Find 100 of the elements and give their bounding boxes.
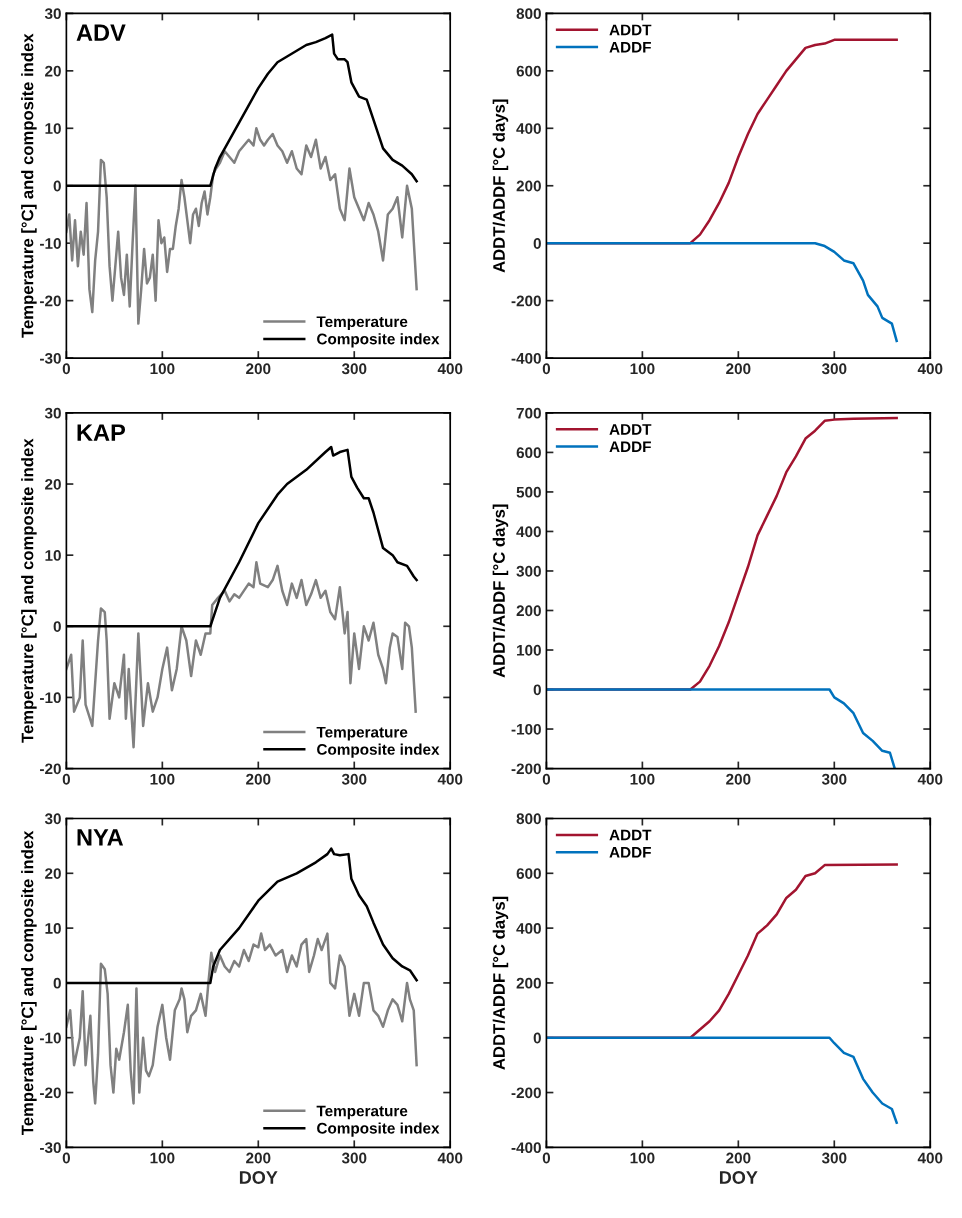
x-tick-label: 100 bbox=[150, 1152, 175, 1164]
x-tick-label: 0 bbox=[542, 1152, 551, 1164]
x-tick-label: 100 bbox=[630, 1152, 655, 1164]
x-axis-title: DOY bbox=[239, 1171, 278, 1184]
y-axis-title: Temperature [°C] and composite index bbox=[21, 438, 37, 743]
y-tick-label: -10 bbox=[40, 238, 61, 249]
y-tick-label: 20 bbox=[45, 65, 61, 77]
legend-label: ADDT bbox=[609, 24, 652, 36]
legend-label: Composite index bbox=[317, 333, 440, 348]
y-tick-label: -30 bbox=[40, 352, 61, 364]
y-tick-label: 200 bbox=[516, 605, 541, 617]
x-tick-label: 200 bbox=[246, 1152, 271, 1164]
x-tick-label: 200 bbox=[246, 773, 271, 785]
legend-label: Temperature bbox=[316, 1105, 408, 1120]
y-tick-label: 30 bbox=[44, 8, 61, 20]
x-tick-label: 300 bbox=[821, 1152, 847, 1164]
y-tick-label: 400 bbox=[516, 123, 541, 134]
y-tick-label: -400 bbox=[511, 1142, 541, 1154]
x-tick-label: 300 bbox=[341, 363, 367, 375]
x-tick-label: 0 bbox=[542, 773, 551, 785]
x-tick-label: 100 bbox=[630, 363, 655, 375]
x-tick-label: 400 bbox=[437, 1152, 463, 1164]
y-tick-label: -400 bbox=[511, 352, 541, 364]
y-tick-label: 20 bbox=[45, 868, 61, 879]
x-tick-label: 300 bbox=[341, 773, 367, 785]
x-tick-label: 0 bbox=[62, 773, 70, 785]
y-tick-label: -200 bbox=[511, 1087, 541, 1099]
chart-title: ADV bbox=[76, 24, 126, 41]
y-tick-label: 300 bbox=[516, 565, 541, 577]
legend-label: ADDF bbox=[609, 847, 651, 858]
x-tick-label: 300 bbox=[821, 363, 847, 375]
x-tick-label: 200 bbox=[726, 773, 751, 785]
y-tick-label: 0 bbox=[53, 621, 61, 632]
x-tick-label: 300 bbox=[821, 773, 847, 785]
y-tick-label: 0 bbox=[533, 684, 541, 696]
legend-label: ADDF bbox=[609, 41, 651, 53]
y-tick-label: 800 bbox=[516, 8, 541, 20]
legend-label: ADDF bbox=[609, 441, 651, 452]
y-tick-label: -200 bbox=[511, 295, 541, 307]
y-tick-label: 600 bbox=[516, 868, 541, 879]
x-tick-label: 0 bbox=[62, 1152, 70, 1164]
chart-title: NYA bbox=[77, 829, 124, 846]
legend-label: Composite index bbox=[317, 1122, 440, 1137]
x-tick-label: 400 bbox=[917, 1152, 943, 1164]
legend-label: ADDT bbox=[609, 424, 652, 435]
x-tick-label: 0 bbox=[542, 363, 551, 375]
y-tick-label: 0 bbox=[533, 238, 541, 249]
y-tick-label: 700 bbox=[516, 407, 541, 419]
y-tick-label: -20 bbox=[40, 763, 61, 775]
y-tick-label: 10 bbox=[45, 922, 61, 934]
y-tick-label: -10 bbox=[40, 692, 61, 704]
y-tick-label: 100 bbox=[517, 644, 541, 656]
chart-title: KAP bbox=[77, 424, 126, 441]
y-tick-label: -200 bbox=[511, 763, 541, 775]
legend-label: ADDT bbox=[609, 829, 652, 841]
x-tick-label: 200 bbox=[246, 363, 271, 375]
y-tick-label: 30 bbox=[44, 407, 61, 419]
y-tick-label: 600 bbox=[516, 447, 541, 459]
y-tick-label: -30 bbox=[40, 1142, 61, 1154]
y-tick-label: 0 bbox=[533, 1032, 541, 1044]
x-tick-label: 100 bbox=[150, 773, 175, 785]
x-tick-label: 100 bbox=[150, 363, 175, 375]
x-tick-label: 0 bbox=[62, 363, 70, 375]
y-tick-label: 0 bbox=[53, 977, 61, 989]
y-axis-title: Temperature [°C] and composite index bbox=[21, 33, 37, 338]
x-tick-label: 400 bbox=[437, 773, 463, 785]
y-tick-label: 20 bbox=[45, 478, 61, 490]
legend-label: Temperature bbox=[316, 316, 408, 331]
y-tick-label: 600 bbox=[516, 65, 541, 77]
y-tick-label: 200 bbox=[516, 977, 541, 989]
y-axis-title: Temperature [°C] and composite index bbox=[21, 830, 37, 1136]
y-tick-label: 400 bbox=[516, 526, 541, 538]
y-tick-label: 30 bbox=[44, 813, 61, 825]
x-tick-label: 200 bbox=[726, 363, 751, 375]
line-series bbox=[546, 1036, 898, 1124]
y-axis-title: ADDT/ADDF [°C days] bbox=[492, 896, 509, 1070]
y-tick-label: -20 bbox=[40, 295, 61, 307]
x-tick-label: 400 bbox=[917, 773, 943, 785]
y-axis-title: ADDT/ADDF [°C days] bbox=[492, 504, 509, 678]
y-tick-label: 200 bbox=[516, 180, 541, 192]
y-tick-label: 500 bbox=[516, 486, 541, 498]
y-tick-label: 800 bbox=[516, 813, 541, 825]
x-tick-label: 400 bbox=[437, 363, 463, 375]
y-tick-label: -100 bbox=[511, 723, 541, 735]
x-tick-label: 400 bbox=[917, 363, 943, 375]
x-tick-label: 100 bbox=[630, 773, 655, 785]
x-tick-label: 200 bbox=[726, 1152, 751, 1164]
y-tick-label: 0 bbox=[53, 180, 61, 192]
line-series bbox=[546, 688, 896, 769]
line-series bbox=[546, 241, 898, 343]
legend-label: Temperature bbox=[316, 726, 408, 741]
x-tick-label: 300 bbox=[341, 1152, 367, 1164]
y-tick-label: -20 bbox=[40, 1087, 61, 1099]
line-series bbox=[66, 932, 418, 1105]
y-tick-label: 10 bbox=[45, 123, 61, 134]
y-axis-title: ADDT/ADDF [°C days] bbox=[492, 99, 509, 273]
y-tick-label: -10 bbox=[40, 1032, 61, 1044]
y-tick-label: 10 bbox=[45, 550, 61, 561]
y-tick-label: 400 bbox=[516, 922, 541, 934]
x-axis-title: DOY bbox=[719, 1171, 758, 1184]
